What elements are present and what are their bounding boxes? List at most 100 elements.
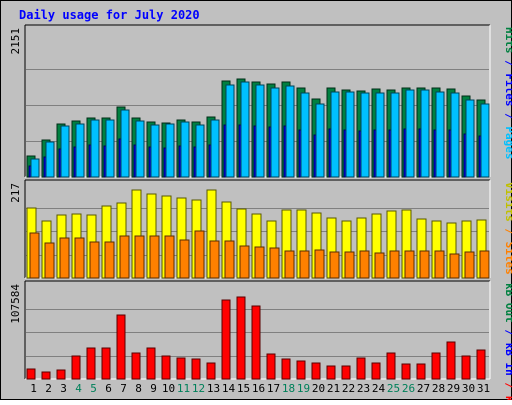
bar-pages bbox=[30, 158, 40, 178]
legend-entry: Pages bbox=[503, 126, 512, 159]
bar-pages bbox=[135, 120, 145, 178]
x-tick-label: 23 bbox=[357, 382, 370, 395]
bar-pages bbox=[240, 81, 250, 178]
bar-sites bbox=[374, 252, 385, 279]
x-tick-label: 27 bbox=[417, 382, 430, 395]
legend-entry: Sites bbox=[503, 242, 512, 275]
bar-kb-f bbox=[401, 363, 411, 380]
bar-kb-f bbox=[431, 352, 441, 380]
x-tick-label: 17 bbox=[267, 382, 280, 395]
panel-legend: Visits / Sites bbox=[503, 182, 512, 275]
bar-sites bbox=[464, 251, 475, 279]
bar-kb-f bbox=[26, 368, 36, 380]
bar-sites bbox=[314, 249, 325, 279]
bar-pages bbox=[480, 103, 490, 178]
bar-pages bbox=[360, 92, 370, 178]
bar-kb-f bbox=[296, 360, 306, 380]
bar-pages bbox=[90, 119, 100, 178]
bar-sites bbox=[479, 250, 490, 279]
bar-pages bbox=[405, 89, 415, 178]
x-tick-label: 8 bbox=[135, 382, 142, 395]
legend-entry: / bbox=[503, 54, 512, 74]
bar-kb-f bbox=[446, 341, 456, 380]
bar-kb-f bbox=[191, 358, 201, 380]
bar-pages bbox=[165, 123, 175, 178]
x-tick-label: 24 bbox=[372, 382, 386, 395]
x-tick-label: 5 bbox=[90, 382, 97, 395]
bar-sites bbox=[389, 250, 400, 279]
bar-sites bbox=[269, 247, 280, 279]
bar-kb-f bbox=[86, 347, 96, 380]
x-tick-label: 29 bbox=[447, 382, 460, 395]
bar-pages bbox=[45, 141, 55, 178]
bar-pages bbox=[195, 124, 205, 178]
bar-pages bbox=[75, 123, 85, 178]
bar-pages bbox=[120, 109, 130, 178]
x-tick-label: 28 bbox=[432, 382, 445, 395]
panel-legend: kB Out / kB In / kB F bbox=[503, 283, 512, 400]
bar-sites bbox=[254, 246, 265, 279]
bar-kb-f bbox=[206, 362, 216, 380]
bar-kb-f bbox=[251, 305, 261, 380]
bar-sites bbox=[449, 253, 460, 279]
x-tick-label: 25 bbox=[387, 382, 400, 395]
bar-sites bbox=[74, 237, 85, 279]
x-tick-label: 7 bbox=[120, 382, 127, 395]
x-tick-label: 16 bbox=[252, 382, 265, 395]
bar-kb-f bbox=[41, 371, 51, 380]
x-tick-label: 13 bbox=[207, 382, 220, 395]
bar-kb-f bbox=[161, 355, 171, 380]
x-tick-label: 22 bbox=[342, 382, 355, 395]
x-tick-label: 4 bbox=[75, 382, 82, 395]
bar-pages bbox=[255, 84, 265, 178]
legend-entry: kB F bbox=[503, 396, 512, 400]
bar-sites bbox=[209, 240, 220, 279]
x-tick-label: 1 bbox=[30, 382, 37, 395]
legend-entry: / bbox=[503, 107, 512, 127]
bar-kb-f bbox=[266, 353, 276, 380]
bar-kb-f bbox=[116, 314, 126, 380]
bar-kb-f bbox=[371, 362, 381, 380]
x-tick-label: 30 bbox=[462, 382, 475, 395]
x-tick-label: 18 bbox=[282, 382, 295, 395]
bar-kb-f bbox=[281, 358, 291, 380]
x-tick-label: 11 bbox=[177, 382, 190, 395]
bar-kb-f bbox=[221, 299, 231, 380]
bar-sites bbox=[179, 239, 190, 279]
legend-entry: Hits bbox=[503, 27, 512, 54]
bar-pages bbox=[285, 85, 295, 178]
bar-sites bbox=[434, 250, 445, 279]
bar-pages bbox=[345, 91, 355, 178]
panel-pages-files-hits: 2151 Hits / Files / Pages bbox=[9, 24, 512, 178]
bar-sites bbox=[284, 250, 295, 279]
bar-pages bbox=[390, 92, 400, 178]
x-tick-label: 19 bbox=[297, 382, 310, 395]
bar-pages bbox=[105, 119, 115, 178]
x-tick-label: 2 bbox=[45, 382, 52, 395]
bar-sites bbox=[134, 235, 145, 279]
x-tick-label: 9 bbox=[150, 382, 157, 395]
bar-kb-f bbox=[476, 349, 486, 380]
bar-sites bbox=[224, 240, 235, 279]
bar-sites bbox=[44, 242, 55, 279]
bar-pages bbox=[315, 103, 325, 178]
bar-sites bbox=[119, 235, 130, 279]
bar-sites bbox=[299, 250, 310, 279]
bar-kb-f bbox=[236, 296, 246, 380]
x-tick-label: 14 bbox=[222, 382, 236, 395]
bar-sites bbox=[149, 235, 160, 279]
x-tick-label: 6 bbox=[105, 382, 112, 395]
x-tick-label: 26 bbox=[402, 382, 415, 395]
legend-entry: / bbox=[503, 222, 512, 242]
bar-kb-f bbox=[416, 363, 426, 380]
bar-sites bbox=[164, 235, 175, 279]
bar-sites bbox=[59, 237, 70, 279]
bar-sites bbox=[404, 250, 415, 279]
bar-pages bbox=[210, 119, 220, 178]
bar-sites bbox=[239, 245, 250, 279]
bar-pages bbox=[225, 84, 235, 178]
legend-entry: kB In bbox=[503, 343, 512, 376]
bar-pages bbox=[150, 124, 160, 178]
